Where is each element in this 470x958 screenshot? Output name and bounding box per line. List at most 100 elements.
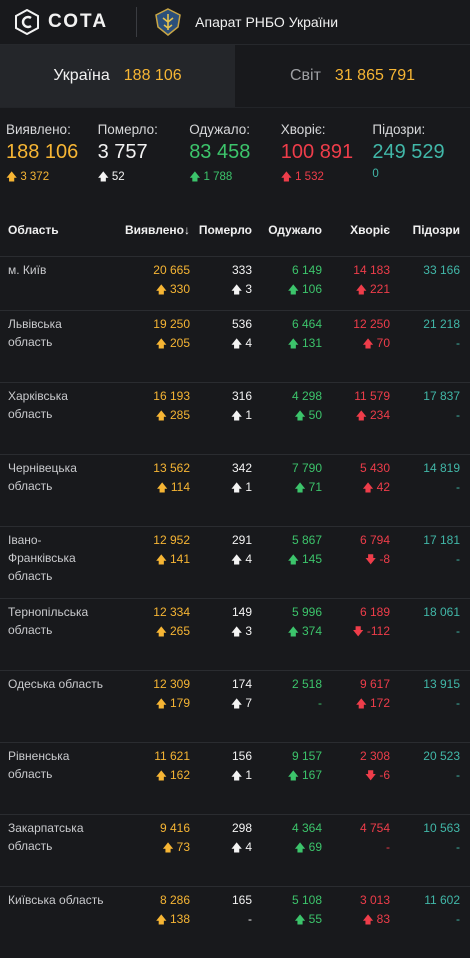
- rnbo-link[interactable]: Апарат РНБО України: [153, 7, 338, 37]
- arrow-up-icon: 🡅: [355, 284, 367, 296]
- cell: 17 837-: [423, 389, 460, 422]
- stat-delta: 🡅 1 788: [189, 168, 281, 187]
- cell: 2 518-: [291, 677, 322, 710]
- arrow-up-icon: 🡅: [231, 842, 243, 854]
- cell: 316 🡅 1: [190, 383, 252, 454]
- stat-recovered: Одужало: 83 458 🡅 1 788: [189, 122, 281, 187]
- region-name: Тернопільська область: [8, 605, 89, 637]
- arrow-up-icon: 🡅: [287, 554, 299, 566]
- cell: 18 061-: [423, 605, 460, 638]
- arrow-up-icon: 🡅: [287, 338, 299, 350]
- arrow-up-icon: 🡅: [280, 171, 293, 183]
- table-row[interactable]: Львівська область 19 250 🡅 205 536 🡅 4 6 464 🡅 13…: [0, 311, 470, 383]
- region-tabs: Україна 188 106 Світ 31 865 791: [0, 45, 470, 108]
- stat-value: 83 458: [189, 141, 251, 163]
- arrow-up-icon: 🡅: [362, 914, 374, 926]
- region-name: Івано-Франківська область: [8, 533, 76, 583]
- arrow-up-icon: 🡅: [231, 770, 243, 782]
- region-name: Одеська область: [8, 677, 103, 691]
- stat-label: Виявлено:: [6, 122, 71, 137]
- cell: 7 790 🡅 71: [252, 455, 322, 526]
- arrow-up-icon: 🡅: [294, 482, 306, 494]
- stat-delta: 0: [372, 168, 379, 180]
- cell: 4 754-: [359, 821, 390, 854]
- rnbo-emblem-icon: [155, 8, 182, 36]
- arrow-up-icon: 🡅: [294, 914, 306, 926]
- cell: 13 915-: [423, 677, 460, 710]
- cell: 165-: [231, 893, 252, 926]
- cell: 21 218-: [423, 317, 460, 350]
- cell: 33 166: [423, 263, 460, 277]
- brand-name: СОТА: [48, 11, 109, 32]
- cell: 14 819-: [423, 461, 460, 494]
- cell: 156 🡅 1: [190, 743, 252, 814]
- arrow-up-icon: 🡅: [156, 482, 168, 494]
- arrow-down-icon: 🡇: [365, 554, 377, 566]
- sota-logo[interactable]: СОТА: [14, 9, 108, 35]
- table-row[interactable]: Харківська область 16 193 🡅 285 316 🡅 1 4 298 🡅 5…: [0, 383, 470, 455]
- cell: 8 286 🡅 138: [104, 887, 190, 958]
- arrow-up-icon: 🡅: [189, 171, 201, 183]
- cell: 12 250 🡅 70: [322, 311, 390, 382]
- arrow-up-icon: 🡅: [362, 338, 374, 350]
- cell: 5 108 🡅 55: [252, 887, 322, 958]
- cell: 2 308 🡇 -6: [322, 743, 390, 814]
- table-row[interactable]: Одеська область 12 309 🡅 179 174 🡅 7 2 518-9 61…: [0, 671, 470, 743]
- tab-world-value: 31 865 791: [334, 67, 415, 84]
- cell: 3 013 🡅 83: [322, 887, 390, 958]
- cell: 16 193 🡅 285: [104, 383, 190, 454]
- arrow-up-icon: 🡅: [287, 284, 299, 296]
- header-deaths[interactable]: Померло: [198, 223, 252, 237]
- cell: 10 563-: [423, 821, 460, 854]
- stat-deaths: Померло: 3 757 🡅 52: [98, 122, 190, 187]
- arrow-up-icon: 🡅: [231, 338, 243, 350]
- cell: 12 334 🡅 265: [104, 599, 190, 670]
- tab-world[interactable]: Світ 31 865 791: [235, 45, 470, 107]
- arrow-up-icon: 🡅: [231, 626, 243, 638]
- region-name: Рівненська область: [8, 749, 70, 781]
- header-sick[interactable]: Хворіє: [350, 223, 390, 237]
- cell: 20 523-: [423, 749, 460, 782]
- tab-ukraine-label: Україна: [53, 67, 110, 84]
- sota-logo-icon: [15, 9, 39, 35]
- cell: 5 996 🡅 374: [252, 599, 322, 670]
- stat-delta: 🡅 3 372: [6, 168, 98, 187]
- rnbo-label: Апарат РНБО України: [195, 14, 339, 30]
- stat-label: Померло:: [97, 122, 158, 137]
- cell: 11 621 🡅 162: [104, 743, 190, 814]
- cell: 11 579 🡅 234: [322, 383, 390, 454]
- arrow-up-icon: 🡅: [231, 554, 243, 566]
- table-header: Область Виявлено↓ Померло Одужало Хворіє…: [0, 204, 470, 257]
- table-row[interactable]: Рівненська область 11 621 🡅 162 156 🡅 1 9 157 🡅 1…: [0, 743, 470, 815]
- header-region[interactable]: Область: [8, 223, 59, 237]
- stat-delta: 🡅 52: [98, 168, 190, 187]
- header-recovered[interactable]: Одужало: [268, 223, 322, 237]
- table-row[interactable]: Київська область 8 286 🡅 138 165-5 108 🡅 55 3 0…: [0, 887, 470, 958]
- cell: 4 364 🡅 69: [252, 815, 322, 886]
- tab-ukraine-value: 188 106: [123, 67, 182, 84]
- stat-label: Одужало:: [189, 122, 250, 137]
- table-body[interactable]: м. Київ 20 665 🡅 330 333 🡅 3 6 149 🡅 106 14 183 🡅 22…: [0, 257, 470, 958]
- cell: 174 🡅 7: [190, 671, 252, 742]
- stat-value: 249 529: [372, 141, 445, 163]
- table-row[interactable]: м. Київ 20 665 🡅 330 333 🡅 3 6 149 🡅 106 14 183 🡅 22…: [0, 257, 470, 311]
- cell: 5 430 🡅 42: [322, 455, 390, 526]
- arrow-up-icon: 🡅: [155, 410, 167, 422]
- header-detected[interactable]: Виявлено↓: [125, 223, 190, 237]
- cell: 9 157 🡅 167: [252, 743, 322, 814]
- stat-delta: 🡅 1 532: [281, 168, 373, 187]
- table-row[interactable]: Тернопільська область 12 334 🡅 265 149 🡅 3 5 99…: [0, 599, 470, 671]
- arrow-up-icon: 🡅: [97, 171, 109, 183]
- cell: 11 602-: [424, 893, 460, 926]
- header-divider: [136, 7, 138, 37]
- header-suspected[interactable]: Підозри: [412, 223, 460, 237]
- cell: 298 🡅 4: [190, 815, 252, 886]
- table-row[interactable]: Закарпатська область 9 416 🡅 73 298 🡅 4 4 364 🡅 6…: [0, 815, 470, 887]
- cell: 17 181-: [423, 533, 460, 566]
- arrow-up-icon: 🡅: [155, 770, 167, 782]
- table-row[interactable]: Чернівецька область 13 562 🡅 114 342 🡅 1 7 790 🡅…: [0, 455, 470, 527]
- cell: 6 149 🡅 106: [252, 257, 322, 310]
- cell: 291 🡅 4: [190, 527, 252, 598]
- table-row[interactable]: Івано-Франківська область 12 952 🡅 141 291 🡅 4…: [0, 527, 470, 599]
- tab-ukraine[interactable]: Україна 188 106: [0, 45, 235, 107]
